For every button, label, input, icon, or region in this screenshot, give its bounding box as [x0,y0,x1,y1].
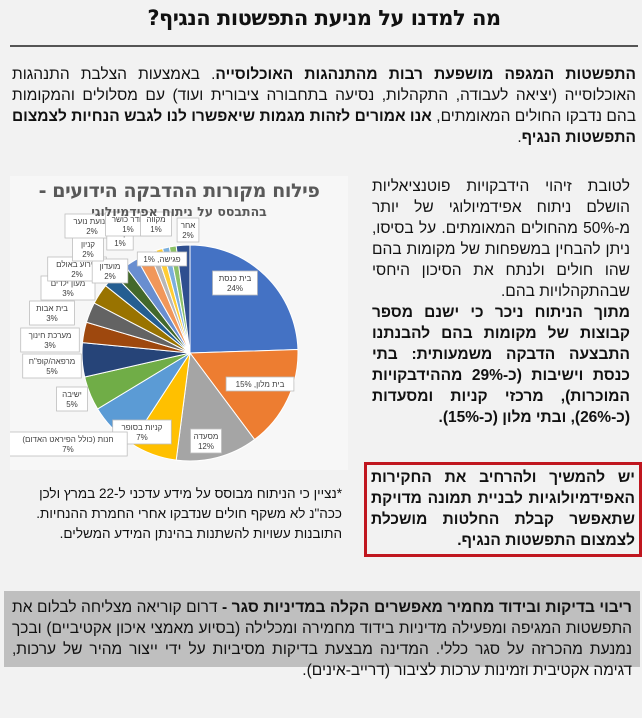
page-title: מה למדנו על מניעת התפשטות הנגיף? [147,6,501,30]
svg-text:3%: 3% [46,314,58,323]
svg-text:3%: 3% [44,341,56,350]
svg-text:1%: 1% [122,225,134,234]
pie-slice [189,349,299,441]
pie-data-label: פגישה, 1% [136,251,188,267]
title-divider [10,45,638,47]
svg-text:תנועת נוער: תנועת נוער [73,217,110,226]
svg-text:בית מלון, 15%: בית מלון, 15% [236,380,285,389]
pie-data-label: חנות (כולל הפיראט האדום)7% [10,431,128,457]
svg-text:5%: 5% [46,367,58,376]
svg-text:מערכת חינוך: מערכת חינוך [29,331,72,340]
svg-text:מסעדה: מסעדה [194,432,219,441]
svg-text:קניות בסופר: קניות בסופר [122,423,163,432]
svg-text:2%: 2% [182,231,194,240]
analysis-findings: מתוך הניתוח ניכר כי ישנם מספר קבוצות של … [372,304,630,426]
pie-slice [175,244,191,354]
svg-text:מעון ילדים: מעון ילדים [51,279,86,288]
chart-subtitle: בהתבסס על ניתוח אפידמיולוגי [91,204,267,219]
intro-bold-2: אנו אמורים לזהות מגמות שיאפשרו לנו לגבש … [12,108,636,146]
svg-text:1%: 1% [114,239,126,248]
svg-text:חנות (כולל הפיראט האדום): חנות (כולל הפיראט האדום) [22,435,113,444]
svg-text:2%: 2% [104,272,116,281]
recommendation-callout: יש להמשיך ולהרחיב את החקירות האפידמיולוג… [364,462,642,557]
intro-bold-1: התפשטות המגפה מושפעת רבות מהתנהגות האוכל… [215,66,636,83]
svg-text:2%: 2% [71,270,83,279]
svg-text:בית כנסת: בית כנסת [219,274,252,283]
intro-text-2: . [517,129,522,146]
svg-text:בית אבות: בית אבות [36,304,68,313]
svg-text:מרפאה/קופ"ח: מרפאה/קופ"ח [29,357,76,366]
south-korea-box: ריבוי בדיקות ובידוד מחמיר מאפשרים הקלה ב… [4,591,640,679]
svg-text:2%: 2% [82,250,94,259]
svg-text:1%: 1% [150,225,162,234]
footnote: *נציין כי הניתוח מבוסס על מידע עדכני ל-2… [36,486,342,541]
svg-text:2%: 2% [86,227,98,236]
intro-paragraph: התפשטות המגפה מושפעת רבות מהתנהגות האוכל… [12,64,636,148]
svg-text:5%: 5% [66,400,78,409]
pie-chart-panel: בית כנסת 24% בית מלון, 15% מסעדה 12% קניות בס… [10,176,348,470]
svg-text:קניון: קניון [81,240,95,249]
svg-text:מקווה: מקווה [146,215,165,224]
analysis-paragraph-1: לטובת זיהוי הידבקויות פוטנציאליות הושלם … [372,178,630,300]
svg-text:חדר כושר: חדר כושר [112,215,145,224]
svg-text:7%: 7% [62,445,74,454]
svg-text:7%: 7% [136,433,148,442]
pie-slice [189,244,299,354]
svg-text:פגישה, 1%: פגישה, 1% [143,255,180,264]
svg-text:24%: 24% [227,284,243,293]
south-korea-text: דרום קוריאה מצליחה לבלום את התפשטות המגי… [12,599,632,679]
pie-data-label: מרפאה/קופ"ח5% [22,353,82,379]
chart-title: פילוח מקורות ההדבקה הידועים - [38,180,320,202]
svg-text:מועדון: מועדון [100,262,121,271]
svg-text:ישיבה: ישיבה [62,390,82,399]
south-korea-heading: ריבוי בדיקות ובידוד מחמיר מאפשרים הקלה ב… [217,599,632,616]
svg-text:3%: 3% [62,289,74,298]
intro-text-1: . באמצעות הצלבת התנהגות האוכלוסייה (יציא… [12,66,636,125]
svg-text:12%: 12% [198,442,214,451]
svg-text:אחר: אחר [181,221,196,230]
analysis-paragraph-2: מתוך הניתוח ניכר כי ישנם מספר קבוצות של … [372,302,630,428]
pie-data-label: בית מלון, 15% [225,376,295,392]
analysis-text: לטובת זיהוי הידבקויות פוטנציאליות הושלם … [372,176,630,428]
svg-text:אירוע באולם: אירוע באולם [56,260,98,269]
